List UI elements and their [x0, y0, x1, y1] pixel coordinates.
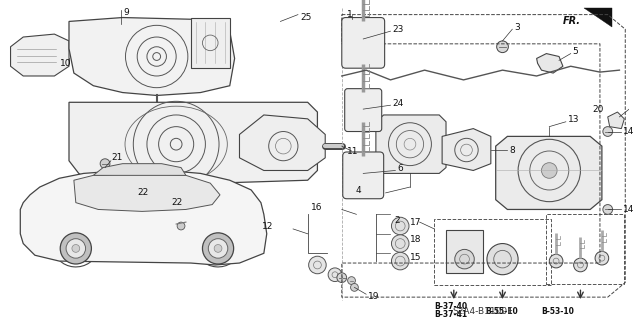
FancyBboxPatch shape [342, 18, 385, 68]
Text: 12: 12 [262, 222, 273, 232]
Polygon shape [584, 8, 612, 27]
Text: 13: 13 [568, 115, 579, 124]
Circle shape [177, 222, 185, 230]
Text: 15: 15 [410, 253, 422, 262]
Text: 6: 6 [397, 164, 403, 173]
Polygon shape [376, 115, 446, 174]
Text: 16: 16 [311, 203, 323, 212]
FancyBboxPatch shape [343, 152, 383, 199]
Text: 1: 1 [347, 10, 353, 19]
Polygon shape [239, 115, 325, 170]
Polygon shape [69, 18, 235, 95]
Ellipse shape [102, 183, 124, 197]
Circle shape [348, 277, 355, 285]
Polygon shape [442, 129, 491, 170]
FancyBboxPatch shape [345, 89, 381, 131]
Circle shape [573, 258, 588, 272]
Text: 9: 9 [124, 8, 129, 17]
Circle shape [202, 233, 234, 264]
Ellipse shape [156, 183, 177, 197]
Circle shape [595, 251, 609, 265]
Text: 23: 23 [392, 25, 404, 34]
Text: 14: 14 [623, 205, 635, 214]
Text: 24: 24 [392, 99, 404, 108]
Text: 8: 8 [509, 145, 515, 154]
Polygon shape [496, 137, 602, 210]
Circle shape [603, 127, 612, 137]
Circle shape [116, 174, 125, 181]
Circle shape [487, 243, 518, 275]
Circle shape [355, 99, 371, 115]
Circle shape [60, 233, 92, 264]
Text: B-53-10: B-53-10 [541, 307, 574, 316]
Circle shape [392, 217, 409, 235]
Polygon shape [20, 170, 267, 265]
Text: 22: 22 [137, 189, 148, 197]
Text: FR.: FR. [563, 16, 580, 26]
Text: 11: 11 [347, 146, 358, 155]
Circle shape [66, 239, 86, 258]
Circle shape [328, 268, 342, 282]
Circle shape [357, 165, 369, 176]
Polygon shape [74, 174, 220, 211]
Bar [446, 230, 483, 273]
Circle shape [308, 256, 326, 274]
Polygon shape [536, 54, 563, 73]
Polygon shape [93, 164, 186, 175]
Text: 10: 10 [60, 59, 72, 68]
Text: 22: 22 [172, 198, 182, 207]
Polygon shape [69, 102, 317, 203]
Circle shape [455, 249, 474, 269]
Text: 17: 17 [410, 218, 422, 226]
Circle shape [72, 245, 80, 252]
Circle shape [603, 204, 612, 214]
Text: 14: 14 [623, 127, 635, 136]
Text: B-37-41: B-37-41 [435, 310, 467, 319]
Text: 19: 19 [368, 292, 380, 300]
Circle shape [100, 159, 110, 168]
Text: 4: 4 [356, 186, 361, 196]
Text: 18: 18 [410, 235, 422, 244]
Circle shape [127, 183, 134, 191]
Bar [191, 18, 230, 68]
Circle shape [208, 239, 228, 258]
Circle shape [541, 163, 557, 178]
Text: S2A4-B1100E: S2A4-B1100E [452, 307, 513, 316]
Bar [435, 219, 551, 286]
Text: 3: 3 [514, 23, 520, 32]
Circle shape [392, 235, 409, 252]
Text: 5: 5 [573, 47, 579, 56]
Circle shape [353, 32, 373, 52]
Circle shape [392, 252, 409, 270]
Polygon shape [10, 34, 69, 76]
Circle shape [337, 273, 347, 283]
Text: B-55-10: B-55-10 [485, 307, 518, 316]
Text: 25: 25 [300, 13, 311, 22]
Text: B-37-40: B-37-40 [435, 302, 467, 311]
Polygon shape [608, 112, 624, 129]
Text: 20: 20 [592, 105, 604, 114]
Circle shape [358, 37, 368, 47]
Circle shape [172, 191, 180, 199]
Circle shape [351, 284, 358, 291]
Text: 2: 2 [395, 216, 400, 225]
Circle shape [497, 41, 508, 53]
Circle shape [549, 254, 563, 268]
Text: 21: 21 [111, 153, 122, 162]
Bar [547, 214, 624, 285]
Circle shape [214, 245, 222, 252]
